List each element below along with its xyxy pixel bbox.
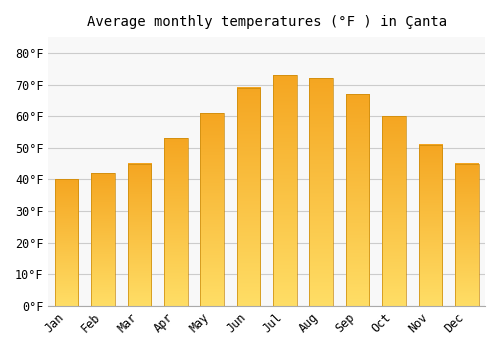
Bar: [128, 163, 151, 306]
Bar: [200, 113, 224, 306]
Bar: [273, 75, 296, 306]
Bar: [54, 180, 78, 306]
Bar: [455, 163, 478, 306]
Title: Average monthly temperatures (°F ) in Çanta: Average monthly temperatures (°F ) in Ça…: [86, 15, 446, 29]
Bar: [236, 88, 260, 306]
Bar: [91, 173, 115, 306]
Bar: [164, 138, 188, 306]
Bar: [382, 116, 406, 306]
Bar: [310, 78, 333, 306]
Bar: [346, 94, 370, 306]
Bar: [418, 145, 442, 306]
